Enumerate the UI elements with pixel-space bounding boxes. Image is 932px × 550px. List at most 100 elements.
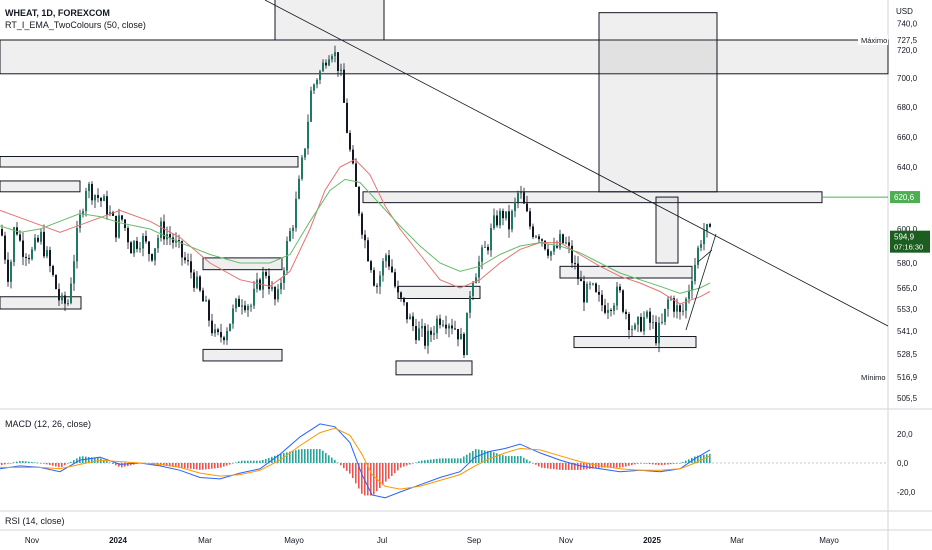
macd-histogram-bar	[121, 463, 123, 468]
rsi-legend[interactable]: RSI (14, close)	[5, 516, 65, 526]
candle-up	[466, 312, 468, 356]
price-tick-label: 580,0	[897, 259, 918, 268]
candle-down	[19, 234, 21, 241]
macd-histogram-bar	[211, 463, 213, 469]
macd-histogram-bar	[208, 463, 210, 470]
macd-histogram-bar	[526, 459, 528, 463]
macd-histogram-bar	[190, 463, 192, 469]
candle-up	[505, 211, 507, 219]
macd-histogram-bar	[511, 456, 513, 463]
macd-histogram-bar	[346, 463, 348, 471]
candle-down	[400, 292, 402, 298]
price-tick-label: 640,0	[897, 163, 918, 172]
macd-histogram-bar	[184, 463, 186, 469]
macd-histogram-bar	[490, 451, 492, 463]
macd-histogram-bar	[673, 463, 675, 464]
macd-histogram-bar	[682, 462, 684, 463]
macd-legend[interactable]: MACD (12, 26, close)	[5, 419, 92, 429]
support-resistance-zone	[362, 191, 823, 204]
macd-histogram-bar	[385, 463, 387, 482]
price-tick-label: 553,0	[897, 305, 918, 314]
macd-histogram-bar	[292, 450, 294, 463]
candle-down	[580, 278, 582, 282]
ema-indicator-label[interactable]: RT_I_EMA_TwoColours (50, close)	[5, 20, 146, 30]
macd-histogram-bar	[418, 461, 420, 463]
macd-histogram-bar	[439, 458, 441, 463]
candle-up	[685, 298, 687, 311]
macd-histogram-bar	[283, 453, 285, 463]
macd-histogram-bar	[199, 463, 201, 470]
macd-histogram-bar	[643, 463, 645, 464]
macd-histogram-bar	[487, 450, 489, 463]
macd-histogram-bar	[181, 463, 183, 468]
candle-down	[424, 326, 426, 346]
candle-up	[607, 309, 609, 313]
macd-histogram-bar	[25, 461, 27, 463]
macd-histogram-bar	[538, 463, 540, 467]
macd-histogram-bar	[397, 463, 399, 471]
candle-down	[502, 210, 504, 219]
price-tick-label: 680,0	[897, 103, 918, 112]
macd-histogram-bar	[376, 463, 378, 492]
candle-up	[499, 210, 501, 226]
candle-down	[655, 322, 657, 344]
candle-up	[10, 261, 12, 282]
candle-down	[220, 332, 222, 338]
candle-down	[445, 324, 447, 329]
candle-up	[676, 305, 678, 312]
symbol-title[interactable]: WHEAT, 1D, FOREXCOM	[5, 8, 110, 18]
candle-up	[241, 305, 243, 307]
candle-up	[334, 52, 336, 57]
macd-histogram-bar	[634, 463, 636, 465]
candle-up	[154, 248, 156, 261]
candle-up	[460, 333, 462, 340]
candle-down	[604, 305, 606, 313]
macd-histogram-bar	[259, 460, 261, 463]
macd-histogram-bar	[322, 450, 324, 463]
candle-down	[172, 237, 174, 243]
candle-down	[457, 329, 459, 340]
macd-histogram-bar	[553, 463, 555, 470]
macd-histogram-bar	[445, 458, 447, 463]
macd-histogram-bar	[463, 456, 465, 463]
candle-up	[448, 325, 450, 329]
macd-histogram-bar	[70, 461, 72, 463]
macd-histogram-bar	[367, 463, 369, 496]
macd-histogram-bar	[655, 463, 657, 465]
candle-up	[490, 228, 492, 251]
macd-histogram-bar	[40, 463, 42, 464]
macd-histogram-bar	[295, 450, 297, 463]
support-resistance-zone	[395, 360, 473, 376]
macd-histogram-bar	[517, 456, 519, 463]
candle-down	[100, 197, 102, 201]
macd-histogram-bar	[331, 457, 333, 463]
candle-up	[247, 306, 249, 311]
candle-up	[196, 276, 198, 288]
macd-line	[0, 423, 711, 499]
candle-down	[4, 235, 6, 260]
candle-down	[355, 163, 357, 187]
candle-up	[229, 323, 231, 331]
macd-histogram-bar	[406, 463, 408, 466]
macd-histogram-bar	[547, 463, 549, 469]
candle-down	[112, 212, 114, 216]
macd-histogram-bar	[370, 463, 372, 496]
candle-down	[628, 313, 630, 331]
macd-histogram-bar	[13, 462, 15, 463]
candle-down	[370, 261, 372, 271]
macd-histogram-bar	[64, 463, 66, 466]
support-resistance-zone	[0, 296, 82, 310]
time-tick-label: Mar	[198, 536, 212, 545]
time-tick-label: Mayo	[284, 536, 304, 545]
candle-down	[121, 215, 123, 220]
candle-down	[541, 239, 543, 241]
macd-histogram-bar	[562, 463, 564, 470]
candle-down	[679, 305, 681, 312]
ascending-trendline	[697, 249, 713, 263]
macd-histogram-bar	[427, 459, 429, 463]
macd-histogram-bar	[100, 458, 102, 463]
candle-down	[544, 240, 546, 250]
candle-up	[613, 305, 615, 311]
